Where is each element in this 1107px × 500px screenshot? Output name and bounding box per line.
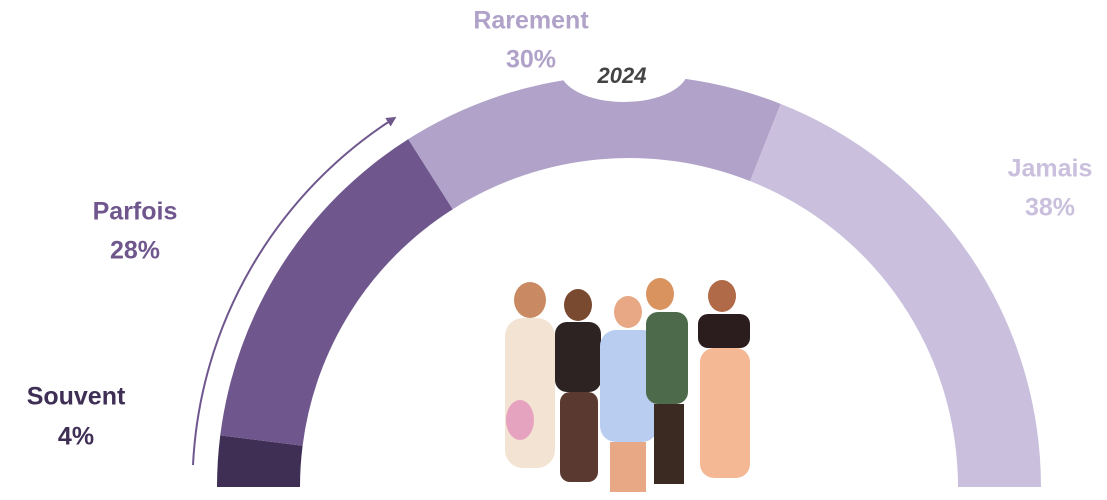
slice-name: Souvent	[27, 383, 126, 411]
chart: 2024 Souvent 4% Parfois 28% Rarement 30% Jamai…	[0, 0, 1107, 500]
slice-name: Rarement	[473, 7, 589, 35]
slice-value: 30%	[506, 46, 556, 74]
people-illustration	[505, 278, 750, 492]
year-label: 2024	[597, 63, 647, 88]
slice-value: 38%	[1025, 194, 1075, 222]
slice-name: Jamais	[1008, 155, 1093, 183]
slice	[750, 104, 1041, 487]
slice-value: 4%	[58, 423, 94, 451]
slice-name: Parfois	[93, 198, 178, 226]
slice-value: 28%	[110, 237, 160, 265]
slice	[220, 139, 452, 446]
